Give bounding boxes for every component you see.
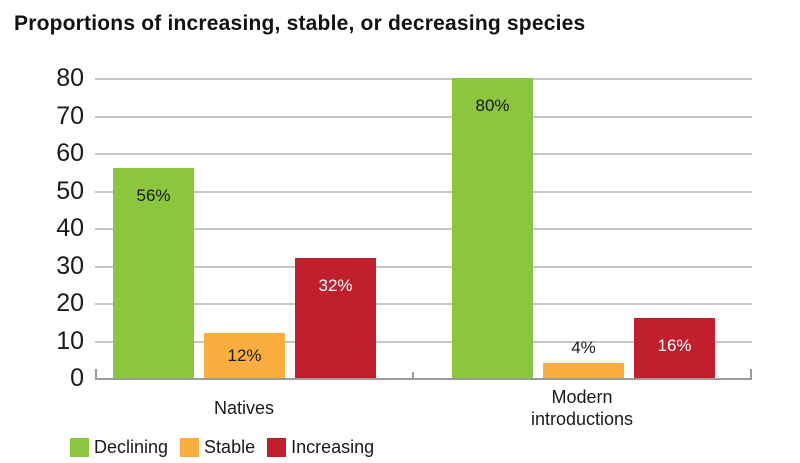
bar-declining-modern-introductions bbox=[452, 78, 533, 378]
legend-label: Increasing bbox=[291, 437, 375, 457]
legend-item-declining: Declining bbox=[70, 437, 168, 458]
legend-label: Stable bbox=[204, 437, 256, 457]
y-axis-label-50: 50 bbox=[56, 176, 84, 205]
gridline-20 bbox=[95, 303, 752, 305]
gridline-10 bbox=[95, 340, 752, 343]
bar-value-label-increasing-natives: 32% bbox=[318, 276, 353, 295]
y-axis-label-20: 20 bbox=[56, 289, 84, 317]
gridline-30 bbox=[95, 265, 752, 268]
legend-item-increasing: Increasing bbox=[267, 437, 374, 458]
y-axis-label-0: 0 bbox=[70, 364, 84, 392]
bar-increasing-natives bbox=[295, 258, 376, 378]
y-axis-label-40: 40 bbox=[56, 214, 84, 242]
stable-swatch-icon bbox=[180, 438, 200, 457]
gridline-40 bbox=[95, 228, 752, 230]
legend-item-stable: Stable bbox=[180, 437, 255, 458]
axis-tick-right bbox=[750, 369, 752, 378]
bar-stable-natives bbox=[204, 333, 285, 378]
chart-title: Proportions of increasing, stable, or de… bbox=[14, 12, 586, 35]
gridline-70 bbox=[95, 115, 752, 118]
bar-stable-modern-introductions bbox=[543, 363, 624, 378]
bar-value-label-declining-modern-introductions: 80% bbox=[475, 96, 510, 115]
category-label-modern-introductions: Modern introductions bbox=[530, 387, 634, 429]
bar-value-label-stable-modern-introductions: 4% bbox=[571, 338, 596, 357]
axis-tick-left bbox=[95, 369, 97, 378]
bar-increasing-modern-introductions bbox=[634, 318, 715, 378]
declining-swatch-icon bbox=[70, 438, 89, 457]
bar-declining-natives bbox=[113, 168, 194, 378]
y-axis-label-70: 70 bbox=[56, 101, 84, 130]
legend-label: Declining bbox=[94, 437, 169, 457]
axis-tick-mid bbox=[412, 372, 414, 378]
y-axis-label-10: 10 bbox=[56, 326, 84, 355]
gridline-50 bbox=[95, 190, 752, 193]
bar-value-label-stable-natives: 12% bbox=[227, 345, 262, 365]
y-axis-label-60: 60 bbox=[56, 139, 84, 167]
increasing-swatch-icon bbox=[267, 438, 287, 457]
bar-value-label-declining-natives: 56% bbox=[136, 186, 171, 205]
category-label-natives: Natives bbox=[213, 398, 275, 419]
plot-area: 56% 80% 12% 4% 32% 16% bbox=[95, 78, 752, 380]
x-axis-line bbox=[95, 378, 752, 380]
bar-value-label-increasing-modern-introductions: 16% bbox=[657, 336, 692, 355]
gridline-80 bbox=[95, 78, 752, 80]
legend: Declining Stable Increasing bbox=[70, 437, 374, 458]
gridline-60 bbox=[95, 153, 752, 155]
y-axis-label-30: 30 bbox=[56, 251, 84, 280]
y-axis-label-80: 80 bbox=[56, 64, 84, 92]
